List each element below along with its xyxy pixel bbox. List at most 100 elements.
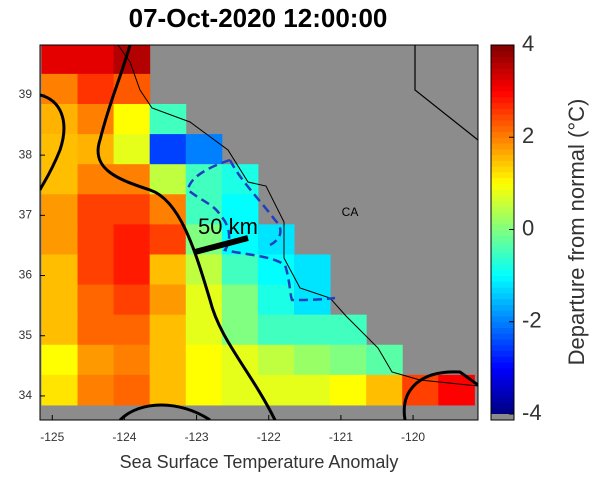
anomaly-cell [257,284,295,316]
anomaly-cell [257,344,295,376]
colorbar-swatch [491,96,514,104]
anomaly-cell [113,134,151,165]
colorbar-swatch [491,91,514,98]
colorbar-swatch [491,321,514,329]
anomaly-cell [41,254,79,286]
colorbar-swatch [491,137,514,144]
x-tick-label: -121 [329,430,353,444]
anomaly-cell [77,134,115,165]
colorbar-swatch [491,264,514,271]
colorbar-swatch [491,292,514,300]
colorbar-swatch [491,189,514,196]
anomaly-cell [257,224,295,255]
colorbar-swatch [491,206,514,213]
state-border [414,45,478,141]
anomaly-cell [77,194,115,225]
anomaly-cell [41,45,79,75]
title: 07-Oct-2020 12:00:00 [129,3,388,33]
colorbar-swatch [491,367,514,375]
anomaly-cell [149,314,187,346]
anomaly-cell [366,344,403,376]
colorbar-swatch [491,171,514,179]
colorbar-tick-label: -4 [522,400,542,425]
anomaly-cell [149,344,187,376]
anomaly-cell [149,224,187,255]
anomaly-cell [77,73,115,105]
colorbar-swatch [491,269,514,277]
y-tick-label: 35 [19,328,33,342]
colorbar-swatch [491,229,514,236]
x-axis-label: Sea Surface Temperature Anomaly [120,452,399,472]
overlays [40,45,478,420]
anomaly-cell [41,73,79,105]
colorbar-frame [490,44,515,421]
colorbar-swatch [491,154,514,161]
colorbar-swatch [491,252,514,259]
colorbar-swatch [491,339,514,346]
x-tick-label: -123 [185,430,209,444]
anomaly-cell [77,374,115,406]
colorbar: 4 2 0 -2 -4 [491,31,542,425]
anomaly-cell [77,164,115,195]
colorbar-swatch [491,390,514,398]
colorbar-swatch [491,166,514,173]
colorbar-swatch [491,304,514,311]
x-tick-label: -124 [112,430,136,444]
dashed-contour [186,158,336,302]
colorbar-swatch [491,143,514,150]
y-tick-label: 36 [19,268,33,282]
anomaly-cell [113,314,151,346]
colorbar-swatch [491,73,514,81]
colorbar-swatch [491,79,514,86]
anomaly-cell [293,374,331,406]
y-tick-label: 39 [19,87,33,101]
colorbar-tick-label: -2 [522,308,542,333]
anomaly-cell [293,314,331,346]
anomaly-cell [293,344,331,376]
anomaly-cell [113,103,151,135]
colorbar-swatch [491,385,514,392]
colorbar-swatch [491,177,514,184]
anomaly-cell [149,164,187,195]
colorbar-tick-label: 0 [522,215,534,240]
colorbar-swatch [491,310,514,317]
anomaly-cell [41,224,79,255]
anomaly-cell [185,164,223,195]
anomaly-cell [221,254,259,286]
colorbar-swatch [491,373,514,380]
colorbar-swatch [491,356,514,363]
anomaly-cell [257,314,295,346]
anomaly-cell [185,284,223,316]
colorbar-tick-label: 4 [522,31,534,56]
colorbar-swatch [491,298,514,305]
colorbar-swatch [491,241,514,248]
scale-label: 50 km [198,214,258,239]
colorbar-swatch [491,119,514,127]
colorbar-swatch [491,148,514,156]
contour [402,370,478,420]
anomaly-cell [113,374,151,406]
anomaly-cell [77,224,115,255]
anomaly-cell [113,224,151,255]
anomaly-cell [185,344,223,376]
colorbar-swatch [491,62,514,69]
state-label: CA [342,205,359,219]
anomaly-cell [149,284,187,316]
anomaly-cell [149,254,187,286]
anomaly-cell [77,344,115,376]
anomaly-cell [77,284,115,316]
anomaly-cell [149,103,187,135]
anomaly-cell [330,314,367,346]
colorbar-swatch [491,131,514,138]
anomaly-cell [41,374,79,406]
colorbar-swatch [491,223,514,230]
colorbar-swatch [491,350,514,357]
colorbar-land-swatch [491,414,514,420]
anomaly-cell [41,284,79,316]
colorbar-swatch [491,408,514,415]
anomaly-cell [221,194,259,225]
anomaly-cell [113,254,151,286]
colorbar-swatch [491,362,514,369]
y-tick-label: 37 [19,208,33,222]
